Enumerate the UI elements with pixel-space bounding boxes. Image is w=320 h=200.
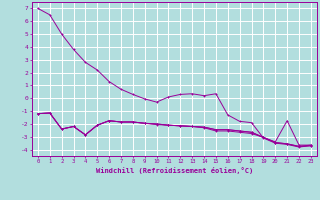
X-axis label: Windchill (Refroidissement éolien,°C): Windchill (Refroidissement éolien,°C) [96,167,253,174]
